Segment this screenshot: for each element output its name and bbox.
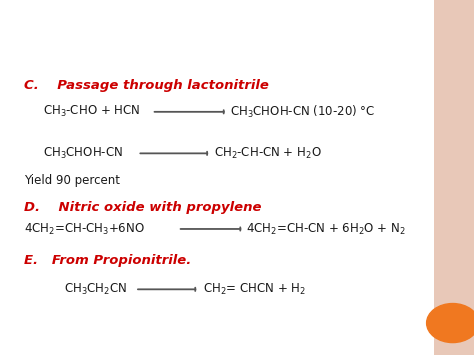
Circle shape — [427, 304, 474, 343]
Text: Yield 90 percent: Yield 90 percent — [24, 174, 120, 187]
Text: E.   From Propionitrile.: E. From Propionitrile. — [24, 255, 191, 267]
Text: 4CH$_2$=CH-CN + 6H$_2$O + N$_2$: 4CH$_2$=CH-CN + 6H$_2$O + N$_2$ — [246, 222, 406, 236]
Text: CH$_3$CHOH-CN (10-20) °C: CH$_3$CHOH-CN (10-20) °C — [230, 104, 375, 120]
Text: CH$_3$CHOH-CN: CH$_3$CHOH-CN — [43, 146, 123, 161]
Text: CH$_3$-CHO + HCN: CH$_3$-CHO + HCN — [43, 104, 140, 119]
Text: CH$_2$-CH-CN + H$_2$O: CH$_2$-CH-CN + H$_2$O — [214, 146, 322, 161]
Text: CH$_3$CH$_2$CN: CH$_3$CH$_2$CN — [64, 282, 128, 297]
Bar — [434, 0, 474, 355]
Text: 4CH$_2$=CH-CH$_3$+6NO: 4CH$_2$=CH-CH$_3$+6NO — [24, 222, 145, 236]
Text: CH$_2$= CHCN + H$_2$: CH$_2$= CHCN + H$_2$ — [203, 282, 306, 297]
Text: D.    Nitric oxide with propylene: D. Nitric oxide with propylene — [24, 201, 261, 214]
Text: C.    Passage through lactonitrile: C. Passage through lactonitrile — [24, 79, 269, 92]
